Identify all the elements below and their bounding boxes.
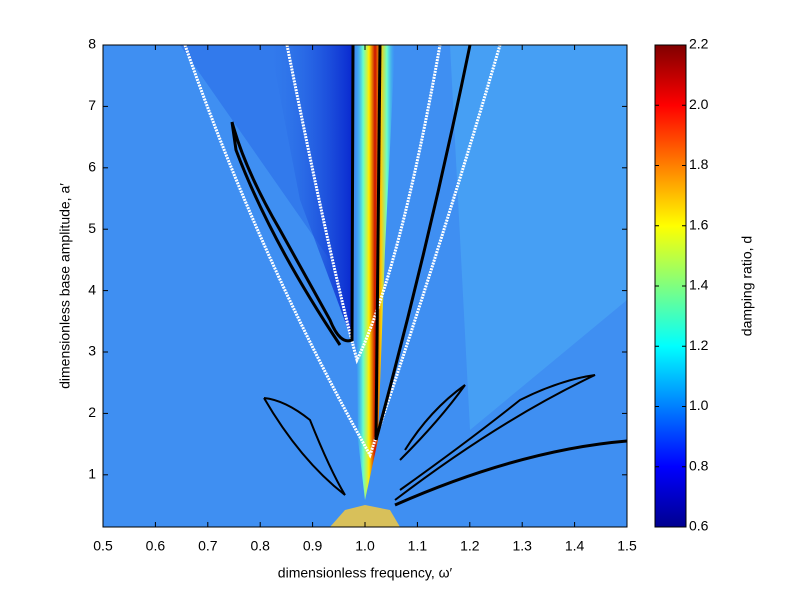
x-tick-label: 1.0 <box>355 538 375 554</box>
y-tick-label: 8 <box>88 36 96 52</box>
y-tick-label: 5 <box>88 220 96 236</box>
x-tick-label: 0.5 <box>93 538 113 554</box>
colorbar-tick-label: 1.6 <box>689 216 709 232</box>
x-tick-label: 0.7 <box>198 538 218 554</box>
y-tick-label: 4 <box>88 281 96 297</box>
colorbar-tick-label: 0.8 <box>689 457 709 473</box>
colorbar-tick-label: 1.2 <box>689 337 709 353</box>
x-tick-label: 1.2 <box>460 538 480 554</box>
y-tick-label: 1 <box>88 466 96 482</box>
colorbar-tick-label: 1.8 <box>689 156 709 172</box>
colorbar-tick-label: 0.6 <box>689 518 709 534</box>
colorbar-tick-label: 2.2 <box>689 36 709 52</box>
x-tick-label: 1.4 <box>565 538 585 554</box>
colorbar-tick-label: 2.0 <box>689 96 709 112</box>
x-axis-label: dimensionless frequency, ω′ <box>278 565 453 581</box>
colorbar-tick-label: 1.0 <box>689 397 709 413</box>
x-tick-label: 0.8 <box>250 538 270 554</box>
x-tick-label: 1.1 <box>408 538 428 554</box>
y-tick-label: 6 <box>88 159 96 175</box>
heatmap-field <box>103 45 627 527</box>
x-tick-label: 1.5 <box>617 538 637 554</box>
colorbar-label: damping ratio, d <box>739 236 755 336</box>
y-tick-label: 2 <box>88 404 96 420</box>
y-tick-label: 3 <box>88 343 96 359</box>
x-tick-label: 0.6 <box>146 538 166 554</box>
y-tick-label: 7 <box>88 97 96 113</box>
x-tick-label: 1.3 <box>512 538 532 554</box>
x-tick-label: 0.9 <box>303 538 323 554</box>
colorbar-tick-label: 1.4 <box>689 277 709 293</box>
colorbar <box>655 45 686 527</box>
y-axis-label: dimensionless base amplitude, a′ <box>57 183 73 389</box>
